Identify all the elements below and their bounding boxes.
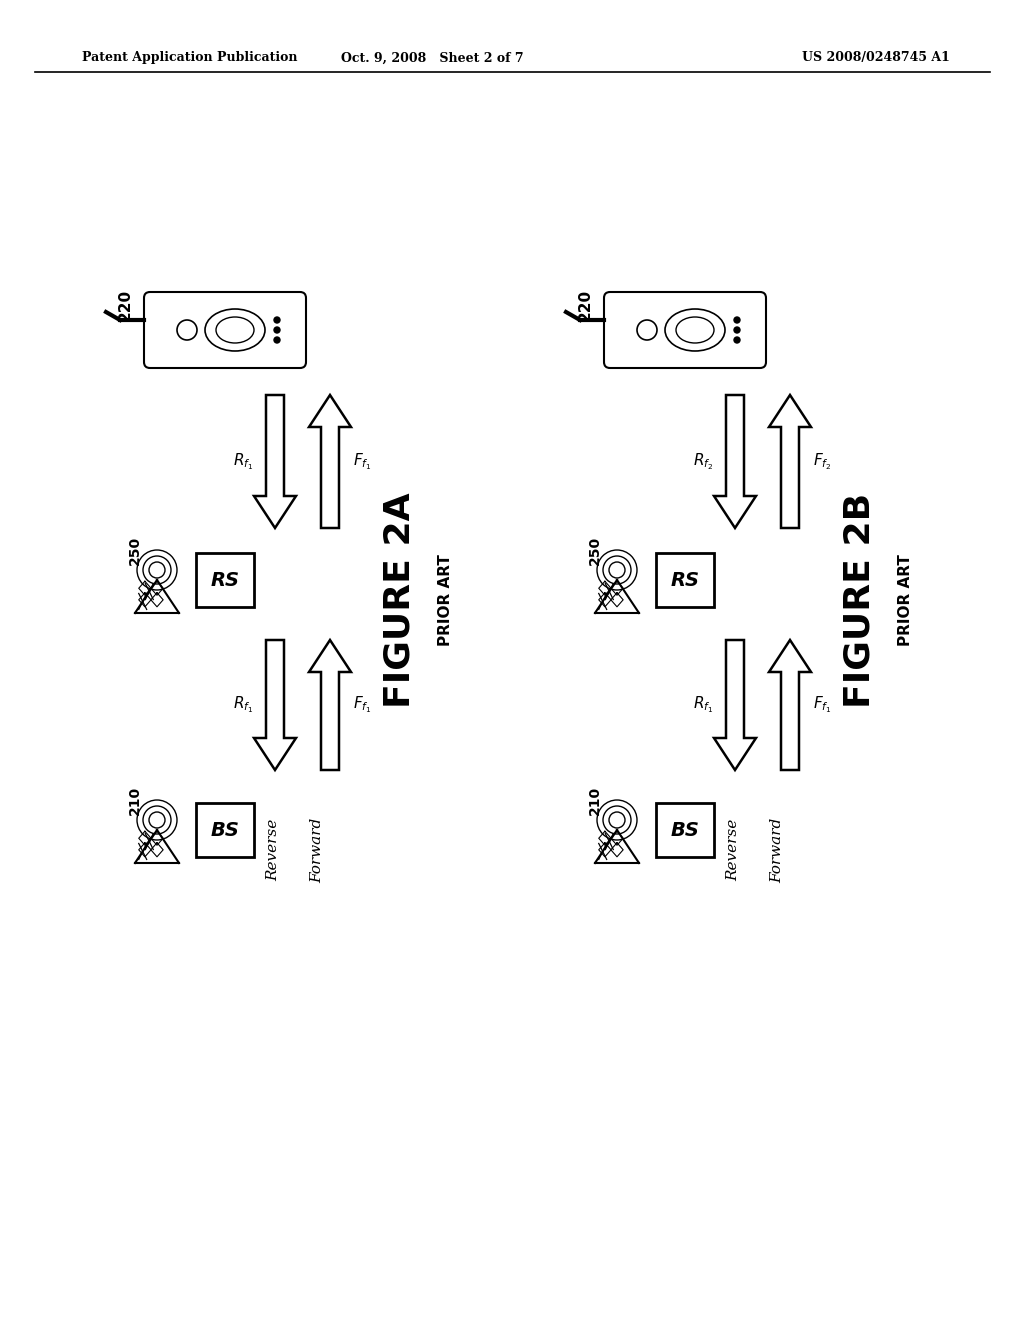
Polygon shape [714,395,756,528]
Ellipse shape [216,317,254,343]
Circle shape [274,317,280,323]
Circle shape [734,337,740,343]
Text: 220: 220 [118,289,132,321]
Text: 210: 210 [588,785,602,814]
Text: Oct. 9, 2008   Sheet 2 of 7: Oct. 9, 2008 Sheet 2 of 7 [341,51,523,65]
Circle shape [274,327,280,333]
FancyBboxPatch shape [656,553,714,607]
Text: Forward: Forward [310,817,324,883]
Text: $R_{f_{2}}$: $R_{f_{2}}$ [693,451,713,471]
Polygon shape [254,640,296,770]
FancyBboxPatch shape [196,553,254,607]
Text: BS: BS [671,821,699,840]
Text: RS: RS [671,570,699,590]
Polygon shape [769,640,811,770]
FancyBboxPatch shape [656,803,714,857]
Text: Reverse: Reverse [726,818,740,882]
Text: PRIOR ART: PRIOR ART [897,554,912,645]
Text: $R_{f_{1}}$: $R_{f_{1}}$ [232,451,253,471]
Circle shape [274,337,280,343]
Text: $F_{f_{1}}$: $F_{f_{1}}$ [813,694,831,715]
Text: Forward: Forward [770,817,784,883]
Text: RS: RS [211,570,240,590]
Text: $F_{f_{1}}$: $F_{f_{1}}$ [352,451,372,471]
Text: 220: 220 [578,289,593,321]
Polygon shape [714,640,756,770]
Polygon shape [309,395,351,528]
FancyBboxPatch shape [196,803,254,857]
Text: PRIOR ART: PRIOR ART [437,554,453,645]
FancyBboxPatch shape [144,292,306,368]
Polygon shape [309,640,351,770]
Text: Patent Application Publication: Patent Application Publication [82,51,298,65]
Text: $F_{f_{2}}$: $F_{f_{2}}$ [813,451,831,471]
Text: FIGURE 2B: FIGURE 2B [843,492,877,708]
Circle shape [734,317,740,323]
Text: BS: BS [211,821,240,840]
Ellipse shape [676,317,714,343]
Text: $F_{f_{1}}$: $F_{f_{1}}$ [352,694,372,715]
Ellipse shape [665,309,725,351]
Text: FIGURE 2A: FIGURE 2A [383,492,417,708]
Circle shape [734,327,740,333]
Text: $R_{f_{1}}$: $R_{f_{1}}$ [693,694,713,715]
Polygon shape [254,395,296,528]
Text: Reverse: Reverse [266,818,280,882]
Text: US 2008/0248745 A1: US 2008/0248745 A1 [802,51,950,65]
Ellipse shape [205,309,265,351]
Text: $R_{f_{1}}$: $R_{f_{1}}$ [232,694,253,715]
Text: 250: 250 [128,536,142,565]
Text: 210: 210 [128,785,142,814]
Text: 250: 250 [588,536,602,565]
FancyBboxPatch shape [604,292,766,368]
Polygon shape [769,395,811,528]
